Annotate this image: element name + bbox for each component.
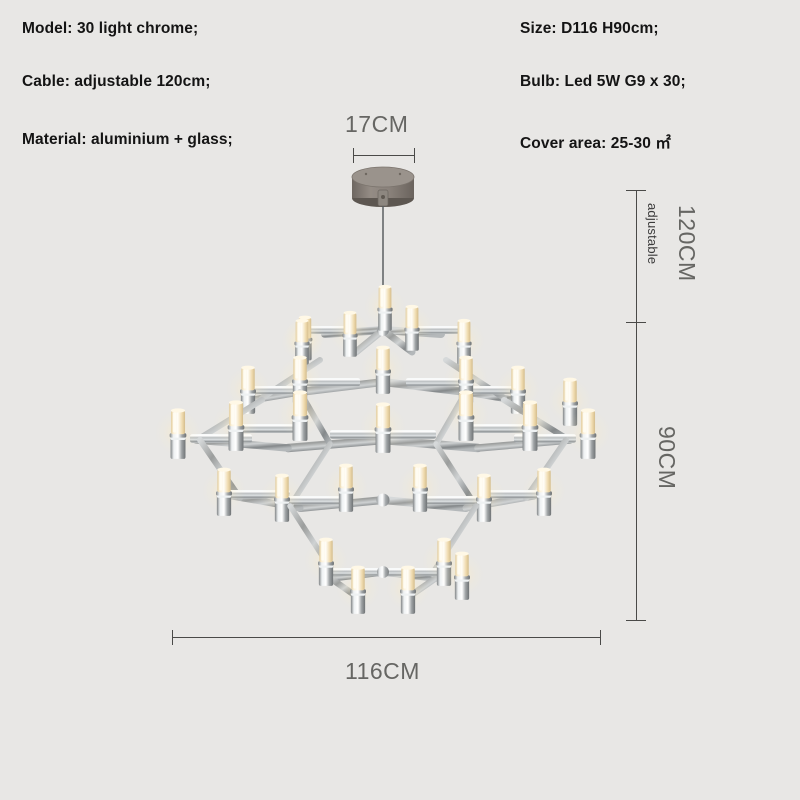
chandelier-tier-2 (226, 326, 592, 426)
dimension-tick-canopy-left (353, 148, 354, 163)
ceiling-canopy (351, 166, 415, 207)
spec-bulb: Bulb: Led 5W G9 x 30; (520, 73, 686, 90)
dimension-line-diameter (172, 637, 600, 638)
chandelier-tier-5 (287, 497, 484, 614)
dimension-label-canopy-width: 17CM (345, 111, 409, 137)
spec-size: Size: D116 H90cm; (520, 20, 659, 37)
dimension-tick-canopy-right (414, 148, 415, 163)
spec-material: Material: aluminium + glass; (22, 131, 233, 148)
spec-cover-area: Cover area: 25-30 ㎡ (520, 135, 671, 152)
spec-model: Model: 30 light chrome; (22, 20, 199, 37)
dimension-line-vertical (636, 190, 637, 620)
dimension-tick-top (626, 190, 646, 191)
dimension-tick-diameter-left (172, 630, 173, 645)
dimension-line-canopy-width (353, 155, 414, 156)
chandelier-tier-1 (281, 284, 485, 365)
dimension-label-diameter: 116CM (345, 658, 420, 684)
chandelier-tier-3 (155, 378, 611, 459)
dimension-tick-middle (626, 322, 646, 323)
spec-cable: Cable: adjustable 120cm; (22, 73, 211, 90)
dimension-tick-bottom (626, 620, 646, 621)
dimension-tick-diameter-right (600, 630, 601, 645)
chandelier-tier-4 (197, 436, 569, 522)
